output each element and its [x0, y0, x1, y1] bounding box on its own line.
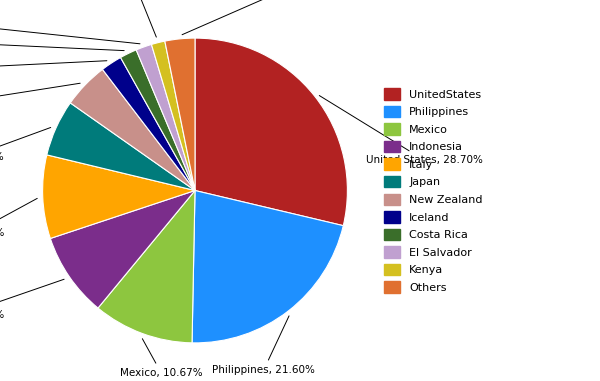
Text: United States, 28.70%: United States, 28.70%	[319, 96, 482, 165]
Text: El Salvador, 1.69%: El Salvador, 1.69%	[0, 15, 140, 44]
Text: Others, 3.17%: Others, 3.17%	[182, 0, 323, 35]
Wedge shape	[121, 50, 195, 190]
Wedge shape	[103, 58, 195, 190]
Text: Costa Rica, 1.82%: Costa Rica, 1.82%	[0, 36, 124, 51]
Wedge shape	[151, 41, 195, 190]
Wedge shape	[192, 190, 343, 343]
Wedge shape	[195, 38, 347, 226]
Wedge shape	[47, 103, 195, 190]
Text: Italy, 8.85%: Italy, 8.85%	[0, 199, 37, 238]
Text: Indonesia, 8.92%: Indonesia, 8.92%	[0, 279, 64, 320]
Text: Iceland, 2.26%: Iceland, 2.26%	[0, 61, 107, 74]
Wedge shape	[70, 69, 195, 190]
Text: Philippines, 21.60%: Philippines, 21.60%	[212, 316, 315, 375]
Text: New Zealand, 4.87%: New Zealand, 4.87%	[0, 83, 80, 112]
Legend: UnitedStates, Philippines, Mexico, Indonesia, Italy, Japan, New Zealand, Iceland: UnitedStates, Philippines, Mexico, Indon…	[383, 88, 482, 293]
Wedge shape	[136, 45, 195, 190]
Text: Mexico, 10.67%: Mexico, 10.67%	[120, 339, 203, 378]
Text: Kenya, 1.44%: Kenya, 1.44%	[101, 0, 173, 37]
Wedge shape	[50, 190, 195, 308]
Text: Japan, 5.99%: Japan, 5.99%	[0, 128, 51, 162]
Wedge shape	[43, 155, 195, 239]
Wedge shape	[165, 38, 195, 190]
Wedge shape	[98, 190, 195, 343]
